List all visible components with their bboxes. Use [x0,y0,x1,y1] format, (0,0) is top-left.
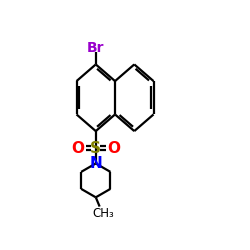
Text: S: S [90,140,101,156]
Text: N: N [90,156,102,171]
Text: CH₃: CH₃ [92,207,114,220]
Text: O: O [107,140,120,156]
Text: Br: Br [87,41,104,55]
Text: O: O [72,140,85,156]
